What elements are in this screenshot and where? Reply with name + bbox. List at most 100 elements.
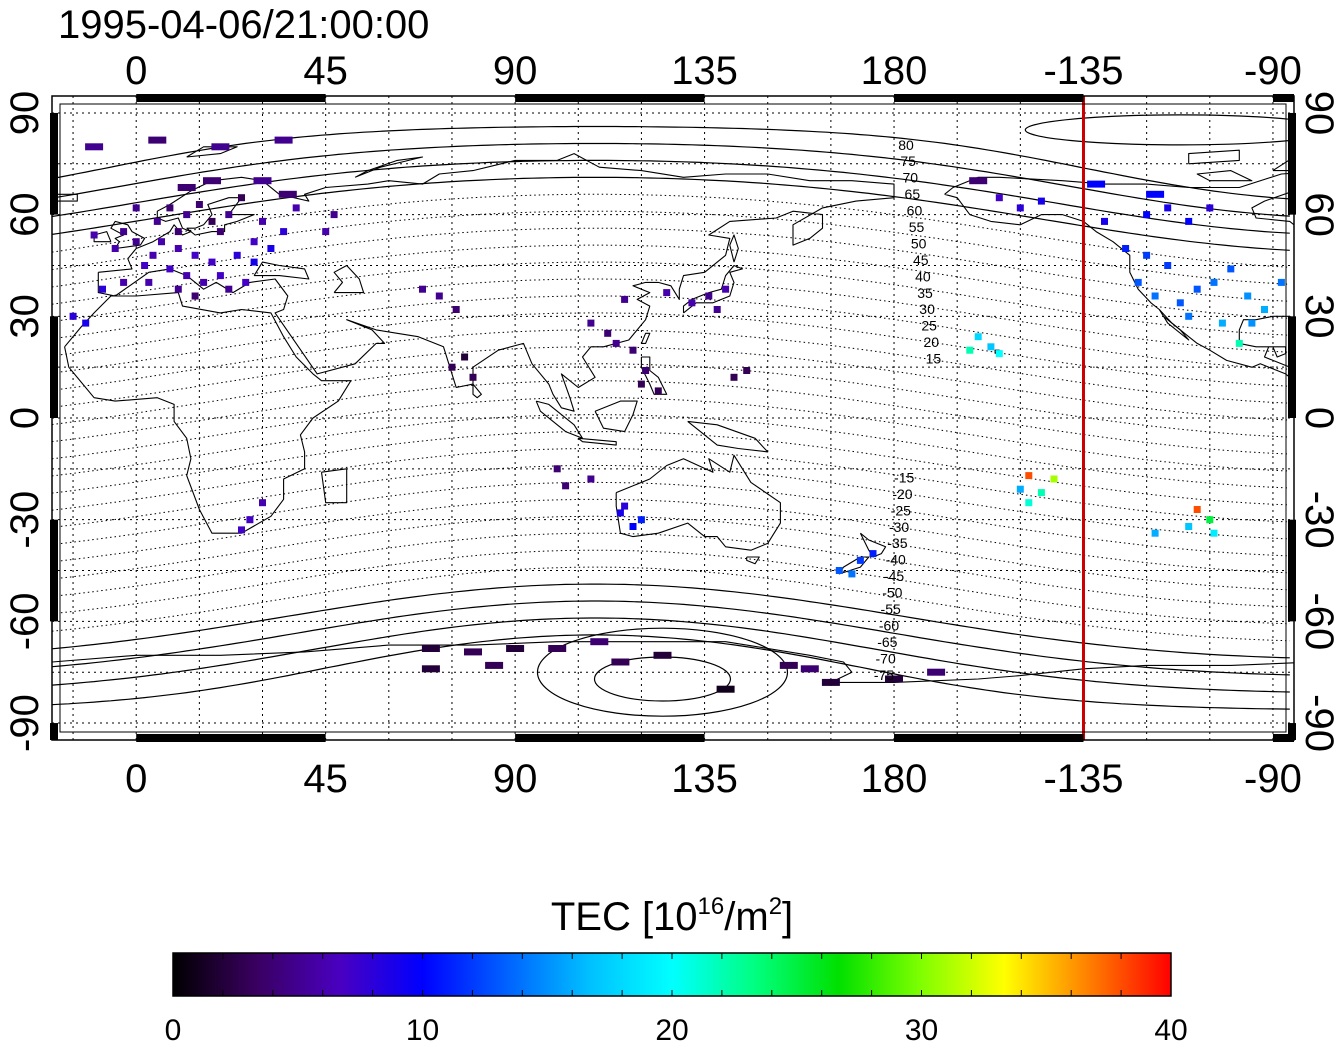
tec-point [995,194,1003,202]
lat-tick-left: 0 [3,407,47,429]
tec-point [1037,489,1045,497]
tec-point [158,238,165,246]
tec-point [587,475,595,483]
lat-tick-left: -30 [3,491,47,549]
tec-point [216,272,224,280]
tec-point [421,665,440,673]
colorbar-tick-labels: 0 10 20 30 40 [165,1014,1188,1047]
magnetic-contour [52,295,1290,370]
plot-area [52,96,1335,740]
frame-bar-left [50,112,58,215]
tec-point [1210,529,1218,537]
tec-point [1087,180,1106,188]
tec-point [1164,262,1172,269]
tec-point [278,190,297,198]
colorbar-tick-label: 0 [165,1014,182,1047]
tec-point [233,251,241,259]
tec-point [1193,506,1201,513]
tec-point [250,238,258,246]
coastline [1158,309,1190,341]
tec-point [149,251,157,259]
colorbar-label: TEC [1016/m2] [551,893,793,939]
tec-point [292,204,300,212]
tec-point [969,177,988,185]
tec-point [629,346,637,354]
tec-point [69,312,77,320]
tec-point [1248,319,1256,327]
frame-bar-top [894,94,1084,102]
magnetic-latitude-contours [52,114,1294,717]
tec-point [250,258,258,266]
tec-point [238,194,245,202]
tec-point [177,184,196,191]
lon-tick-bottom: -90 [1244,757,1302,801]
coastline [110,220,146,250]
contour-label: -35 [887,535,907,551]
tec-point [191,251,199,259]
lat-tick-left: 30 [3,294,47,339]
coastline [577,437,617,446]
contour-label: -15 [894,469,914,485]
contour-label: 70 [902,170,918,186]
tec-point [1176,299,1184,307]
tec-point [85,143,104,151]
tec-point [274,136,293,144]
magnetic-contour [52,397,1290,472]
tec-point [1244,292,1252,300]
frame-bar-left [50,316,58,418]
tec-point [203,177,221,185]
tec-point [208,217,216,225]
tec-point [82,319,90,327]
tec-point [663,289,671,297]
coastline [472,383,482,399]
tec-point [111,245,119,252]
tec-point [1143,251,1151,259]
frame-bar-bottom [515,734,705,742]
contour-label: 65 [905,186,921,202]
contour-label: -65 [877,634,897,650]
tec-point [612,339,620,347]
lat-tick-left: 90 [3,91,47,135]
coastline [52,193,78,202]
tec-point [1122,245,1130,252]
lon-tick-top: -135 [1043,49,1123,93]
tec-point [587,319,595,327]
tec-point [174,245,182,252]
tec-point [885,675,903,683]
tec-point [1328,272,1335,279]
coastline [640,356,668,395]
tec-point [821,678,840,686]
coastline [1188,149,1240,165]
lon-tick-bottom: 90 [493,757,538,801]
contour-label: 15 [926,351,942,367]
plot-inner-frame [59,103,1287,733]
tec-point [148,136,167,144]
tec-point [562,482,570,490]
frame-bar-top [1272,94,1294,102]
tec-point [461,353,469,361]
tec-point [195,201,203,208]
tec-point [590,638,609,646]
contour-label: 40 [915,268,931,284]
tec-point [779,661,798,669]
tec-point [1025,499,1033,507]
coastline [320,468,348,504]
tec-point [1227,265,1235,273]
lat-tick-right: 30 [1297,294,1341,339]
tec-point [800,665,819,673]
tec-point [642,367,650,374]
tec-point [259,217,266,225]
contour-label: 30 [919,301,935,317]
frame-bar-right [1288,316,1296,418]
tec-point [469,373,477,381]
tec-point [267,245,275,252]
coastline [1196,170,1253,182]
contour-label: -25 [891,502,911,518]
tec-point [716,685,735,693]
contour-label: -55 [881,601,901,617]
contour-oval [1024,114,1294,146]
tec-point [1185,312,1193,320]
magnetic-contour [52,125,1290,200]
